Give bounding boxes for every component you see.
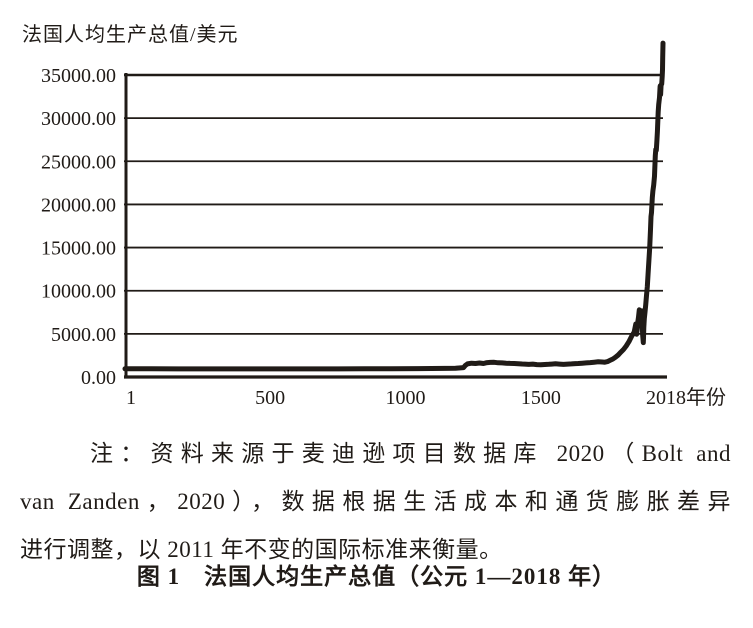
y-tick-label: 20000.00 [41, 194, 116, 216]
x-tick-label: 500 [255, 387, 285, 409]
gdp-data-line [122, 40, 666, 372]
note-line: 进行调整，以 2011 年不变的国际标准来衡量。 [20, 537, 503, 562]
y-tick-label: 30000.00 [41, 108, 116, 130]
y-tick-label: 5000.00 [51, 324, 116, 346]
note-line: van Zanden，2020），数据根据生活成本和通货膨胀差异 [20, 489, 731, 514]
figure-caption: 图 1 法国人均生产总值（公元 1—2018 年） [136, 564, 617, 589]
x-tick-label: 1 [126, 387, 136, 409]
y-tick-label: 10000.00 [41, 281, 116, 303]
x-tick-label: 1500 [521, 387, 561, 409]
x-tick-label: 2018年份 [646, 386, 726, 409]
note-line: 注：资料来源于麦迪逊项目数据库 2020（Bolt and [90, 441, 731, 466]
chart-svg: 0.00 5000.00 10000.00 15000.00 20000.00 25000… [41, 40, 726, 409]
x-tick-label: 1000 [385, 387, 425, 409]
y-tick-label: 25000.00 [41, 151, 116, 173]
y-tick-label: 15000.00 [41, 238, 116, 260]
y-tick-label: 0.00 [81, 367, 116, 389]
chart-title: 法国人均生产总值/美元 [22, 24, 239, 46]
y-tick-label: 35000.00 [41, 65, 116, 87]
note-block: 注：资料来源于麦迪逊项目数据库 2020（Bolt and van Zanden… [20, 430, 731, 574]
